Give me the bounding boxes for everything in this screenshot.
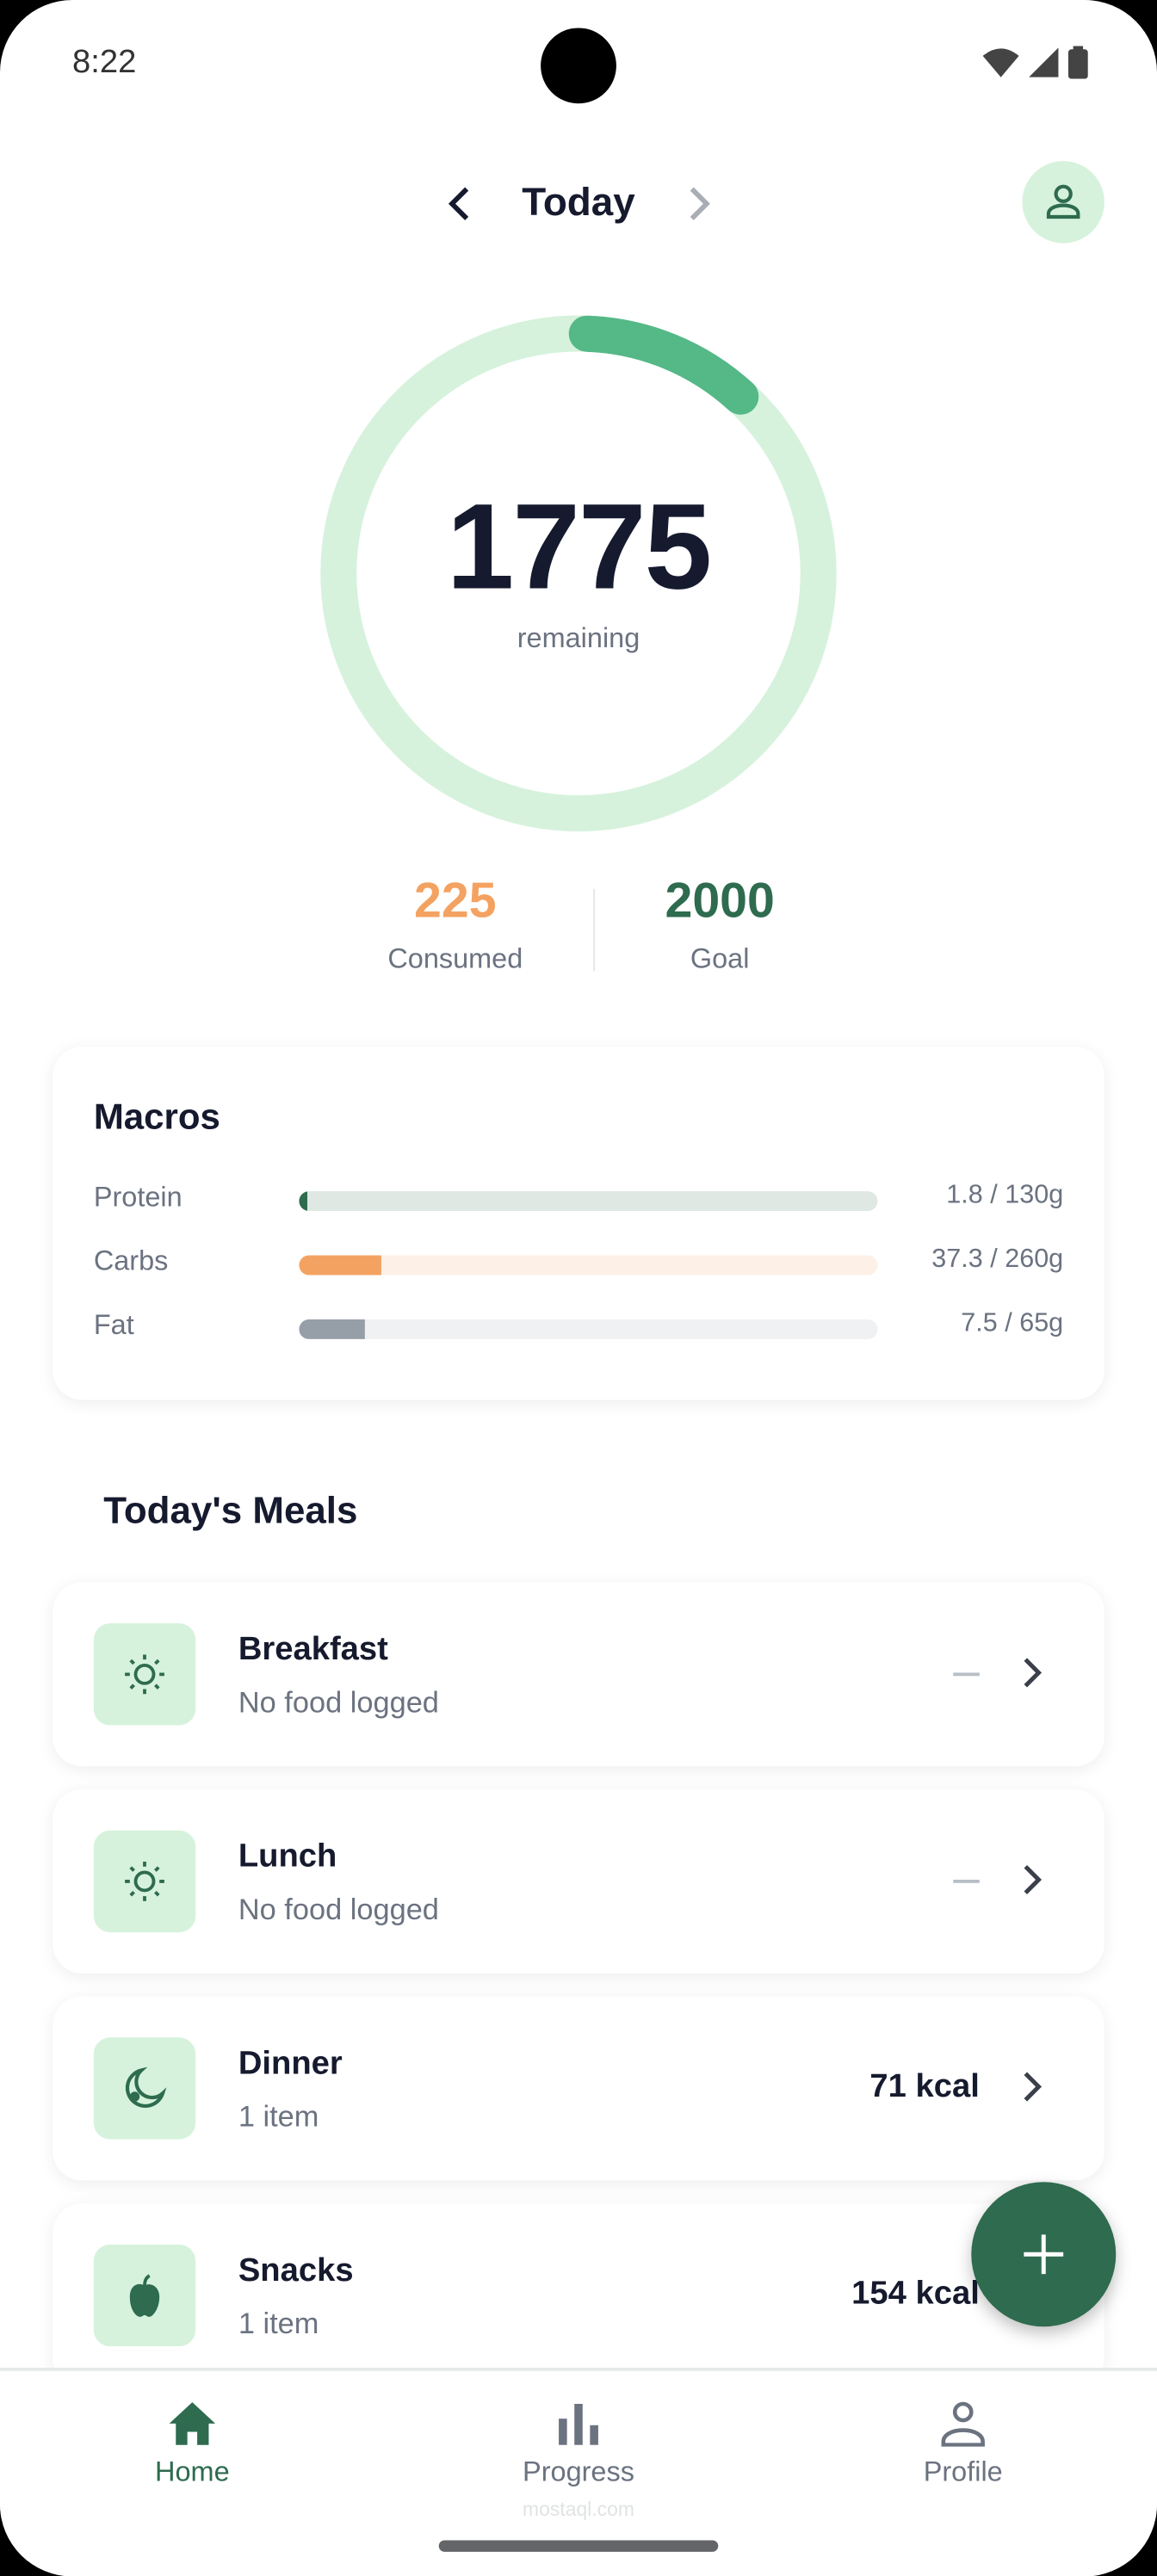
chevron-left-icon <box>448 187 469 220</box>
chevron-right-icon <box>1024 1864 1043 1895</box>
goal-label: Goal <box>690 942 750 975</box>
watermark: mostaql.com <box>523 2497 634 2521</box>
bar-chart-icon <box>559 2404 598 2445</box>
macro-row-fat: Fat 7.5 / 65g <box>94 1310 1063 1343</box>
macro-value: 37.3 / 260g <box>931 1245 1064 1274</box>
nav-home-label: Home <box>155 2456 230 2488</box>
nav-profile[interactable]: Profile <box>864 2400 1061 2489</box>
remaining-label: remaining <box>517 622 640 654</box>
goal-value: 2000 <box>665 874 775 929</box>
prev-day-button[interactable] <box>443 184 476 235</box>
nav-progress[interactable]: Progress <box>480 2400 677 2489</box>
meal-name: Dinner <box>238 2045 343 2082</box>
chevron-right-icon <box>1024 2072 1043 2102</box>
empty-dash <box>953 1880 980 1883</box>
consumed-label: Consumed <box>387 942 523 975</box>
meal-kcal: 154 kcal <box>851 2276 980 2313</box>
nav-profile-label: Profile <box>923 2456 1003 2488</box>
macros-card: Macros Protein 1.8 / 130g Carbs 37.3 / 26… <box>53 1047 1104 1400</box>
consumed-value: 225 <box>414 874 497 929</box>
meal-name: Snacks <box>238 2252 354 2289</box>
profile-button[interactable] <box>1022 161 1104 244</box>
meal-card-dinner[interactable]: Dinner 1 item 71 kcal <box>53 1996 1104 2181</box>
apple-icon <box>93 2244 196 2347</box>
macros-title: Macros <box>93 1096 220 1138</box>
person-icon <box>1046 184 1080 219</box>
status-icons <box>982 46 1088 79</box>
consumed-stat: 225 Consumed <box>324 874 586 976</box>
macro-row-protein: Protein 1.8 / 130g <box>94 1182 1063 1214</box>
chevron-right-icon <box>1024 1658 1043 1688</box>
macro-progress-fill <box>299 1191 307 1212</box>
meal-subtitle: 1 item <box>238 2307 319 2340</box>
macro-name: Protein <box>93 1181 183 1213</box>
meal-card-snacks[interactable]: Snacks 1 item 154 kcal <box>53 2203 1104 2388</box>
page-title: Today <box>522 181 635 225</box>
meal-subtitle: No food logged <box>238 1685 439 1719</box>
macro-value: 1.8 / 130g <box>946 1181 1064 1210</box>
camera-cutout <box>541 28 616 104</box>
macro-progress-bar <box>299 1191 878 1212</box>
moon-icon <box>93 2037 196 2140</box>
meal-subtitle: 1 item <box>238 2099 319 2133</box>
macro-progress-bar <box>299 1255 878 1276</box>
macro-name: Carbs <box>93 1245 169 1277</box>
meal-kcal: 71 kcal <box>869 2068 980 2105</box>
empty-dash <box>953 1672 980 1677</box>
meal-name: Lunch <box>238 1838 337 1875</box>
status-time: 8:22 <box>72 44 137 81</box>
goal-stat: 2000 Goal <box>588 874 851 976</box>
macro-row-carbs: Carbs 37.3 / 260g <box>94 1245 1063 1278</box>
ring-progress <box>320 315 837 832</box>
sun-icon <box>93 1830 196 1933</box>
meals-section-title: Today's Meals <box>103 1488 358 1532</box>
stat-divider <box>593 888 596 972</box>
macro-progress-fill <box>299 1319 366 1339</box>
macro-name: Fat <box>93 1309 134 1341</box>
person-icon <box>941 2401 985 2447</box>
nav-progress-label: Progress <box>523 2456 634 2488</box>
next-day-button[interactable] <box>684 184 716 235</box>
macro-progress-fill <box>299 1255 382 1276</box>
signal-icon <box>1029 47 1059 77</box>
macro-value: 7.5 / 65g <box>961 1309 1064 1338</box>
meal-subtitle: No food logged <box>238 1893 439 1926</box>
remaining-value: 1775 <box>446 478 713 615</box>
wifi-icon <box>982 48 1019 77</box>
chevron-right-icon <box>690 187 710 220</box>
add-food-button[interactable] <box>971 2182 1117 2327</box>
plus-icon <box>1024 2234 1064 2275</box>
battery-icon <box>1067 46 1088 79</box>
sun-icon <box>93 1623 196 1726</box>
nav-home[interactable]: Home <box>94 2400 291 2489</box>
home-icon <box>169 2402 216 2445</box>
meal-name: Breakfast <box>238 1631 388 1668</box>
home-indicator[interactable] <box>438 2540 719 2552</box>
meal-card-lunch[interactable]: Lunch No food logged <box>53 1789 1104 1974</box>
meal-card-breakfast[interactable]: Breakfast No food logged <box>53 1582 1104 1767</box>
macro-progress-bar <box>299 1319 878 1339</box>
calorie-ring <box>320 315 837 832</box>
